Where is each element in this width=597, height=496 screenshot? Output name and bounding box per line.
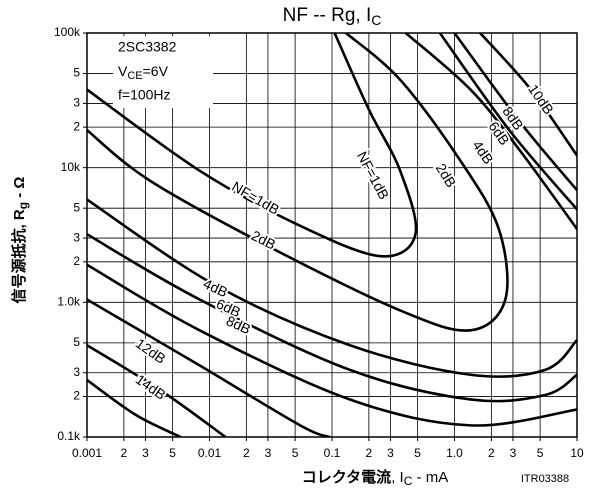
x-tick-label: 2 xyxy=(121,446,128,460)
contour-line xyxy=(478,33,577,157)
curves xyxy=(87,33,577,437)
annotation: f=100Hz xyxy=(118,87,171,103)
contour-line xyxy=(87,33,509,332)
x-tick-label: 2 xyxy=(366,446,373,460)
contour-line xyxy=(453,33,577,192)
y-tick-label: 3 xyxy=(73,230,80,244)
contour-line xyxy=(404,33,577,231)
x-tick-label: 1.0 xyxy=(446,446,463,460)
x-tick-label: 5 xyxy=(169,446,176,460)
y-tick-label: 5 xyxy=(73,66,80,80)
y-tick-label: 100k xyxy=(54,25,81,39)
x-tick-label: 3 xyxy=(142,446,149,460)
x-tick-label: 3 xyxy=(265,446,272,460)
contour-line xyxy=(87,263,577,427)
plot-frame xyxy=(86,32,578,438)
y-tick-label: 1.0k xyxy=(57,295,81,309)
chart-title: NF -- Rg, IC xyxy=(283,5,382,28)
contour-line xyxy=(87,378,182,437)
contour-line xyxy=(87,343,227,437)
contour-line xyxy=(87,33,418,258)
y-tick-label: 3 xyxy=(73,365,80,379)
x-tick-label: 5 xyxy=(292,446,299,460)
x-tick-label: 0.001 xyxy=(72,446,102,460)
figure-code: ITR03388 xyxy=(521,473,569,485)
annotation: 2SC3382 xyxy=(118,39,177,55)
contour-line xyxy=(87,298,331,437)
x-tick-label: 0.1 xyxy=(324,446,341,460)
x-tick-label: 2 xyxy=(243,446,250,460)
contour-line xyxy=(438,33,577,211)
x-tick-label: 0.01 xyxy=(198,446,222,460)
x-tick-label: 3 xyxy=(510,446,517,460)
y-tick-label: 2 xyxy=(73,254,80,268)
contour-line xyxy=(87,198,577,378)
y-tick-label: 0.1k xyxy=(57,429,81,443)
x-tick-label: 10 xyxy=(570,446,584,460)
x-tick-label: 5 xyxy=(537,446,544,460)
contour-line xyxy=(87,233,577,403)
x-tick-label: 2 xyxy=(488,446,495,460)
annotation-box xyxy=(113,36,213,108)
y-tick-label: 3 xyxy=(73,96,80,110)
y-tick-label: 2 xyxy=(73,389,80,403)
y-axis-label: 信号源抵抗, Rg - Ω xyxy=(10,177,30,304)
y-tick-label: 2 xyxy=(73,119,80,133)
y-tick-label: 5 xyxy=(73,335,80,349)
x-axis-label: コレクタ電流, IC - mA xyxy=(302,468,448,488)
x-tick-label: 3 xyxy=(387,446,394,460)
y-tick-label: 5 xyxy=(73,200,80,214)
y-tick-label: 10k xyxy=(61,160,81,174)
annotation: VCE=6V xyxy=(118,63,169,82)
x-tick-label: 5 xyxy=(414,446,421,460)
